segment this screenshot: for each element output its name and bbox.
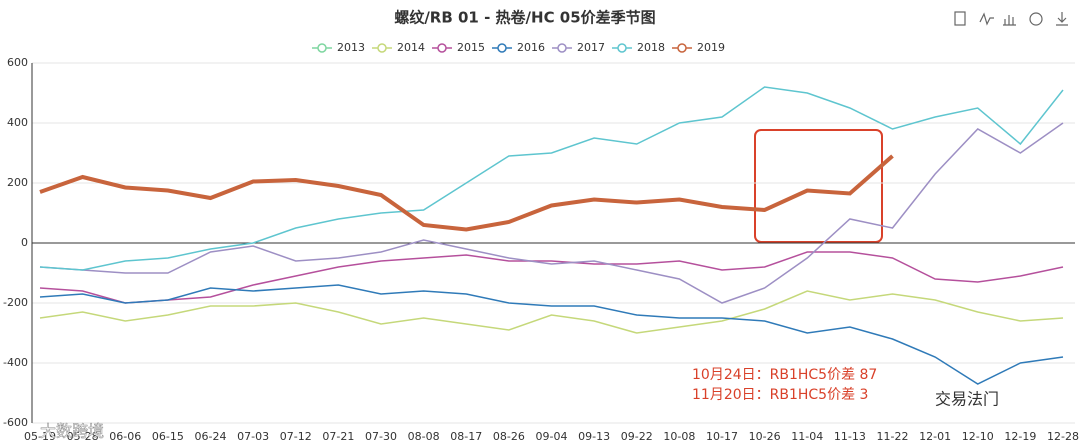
series-line [39, 251, 1064, 304]
legend-marker [377, 43, 387, 53]
x-tick-label: 11-04 [791, 430, 823, 443]
legend-label: 2017 [577, 41, 605, 54]
y-tick-label: 200 [7, 176, 28, 189]
legend-marker [317, 43, 327, 53]
legend-marker [677, 43, 687, 53]
x-tick-label: 09-13 [578, 430, 610, 443]
chart-title: 螺纹/RB 01 - 热卷/HC 05价差季节图 [394, 9, 655, 27]
x-tick-label: 06-24 [195, 430, 227, 443]
legend-marker [437, 43, 447, 53]
watermark: 交易法门 [935, 390, 999, 409]
tool-restore[interactable] [1029, 12, 1043, 26]
tool-save[interactable] [1056, 12, 1068, 26]
series-line [39, 122, 1064, 304]
y-tick-label: 600 [7, 56, 28, 69]
x-tick-label: 07-30 [365, 430, 397, 443]
x-tick-label: 09-04 [536, 430, 568, 443]
legend-label: 2013 [337, 41, 365, 54]
legend-label: 2016 [517, 41, 545, 54]
x-tick-label: 05-28 [67, 430, 99, 443]
annotation: 10月24日：RB1HC5价差 87 [692, 367, 877, 383]
legend-marker [557, 43, 567, 53]
series-line [39, 284, 1064, 385]
x-tick-label: 12-10 [962, 430, 994, 443]
tool-line[interactable] [979, 12, 994, 26]
legend-label: 2018 [637, 41, 665, 54]
x-tick-label: 10-26 [749, 430, 781, 443]
annotation: 11月20日：RB1HC5价差 3 [692, 387, 868, 403]
series-line [39, 86, 1064, 271]
toolbar[interactable] [954, 11, 1068, 26]
series-line [39, 290, 1064, 334]
series-line [39, 154, 894, 232]
x-tick-label: 12-01 [919, 430, 951, 443]
y-tick-label: 0 [21, 236, 28, 249]
x-tick-label: 10-17 [706, 430, 738, 443]
x-tick-label: 07-21 [322, 430, 354, 443]
x-tick-label: 12-28 [1047, 430, 1079, 443]
y-tick-label: -600 [3, 416, 28, 429]
legend-marker [497, 43, 507, 53]
x-tick-label: 11-13 [834, 430, 866, 443]
legend-label: 2014 [397, 41, 425, 54]
x-tick-label: 05-19 [24, 430, 56, 443]
legend-marker [617, 43, 627, 53]
x-tick-label: 08-08 [408, 430, 440, 443]
tool-bar[interactable] [1003, 15, 1016, 26]
highlight-box [754, 129, 883, 243]
x-tick-label: 09-22 [621, 430, 653, 443]
x-tick-label: 06-06 [109, 430, 141, 443]
x-tick-label: 10-08 [663, 430, 695, 443]
x-tick-label: 11-22 [877, 430, 909, 443]
x-tick-label: 07-12 [280, 430, 312, 443]
x-tick-label: 08-17 [450, 430, 482, 443]
y-tick-label: -400 [3, 356, 28, 369]
y-tick-label: 400 [7, 116, 28, 129]
tool-data-view[interactable] [954, 11, 966, 26]
y-tick-label: -200 [3, 296, 28, 309]
x-tick-label: 06-15 [152, 430, 184, 443]
x-tick-label: 08-26 [493, 430, 525, 443]
legend-label: 2019 [697, 41, 725, 54]
x-tick-label: 07-03 [237, 430, 269, 443]
x-tick-label: 12-19 [1004, 430, 1036, 443]
legend-label: 2015 [457, 41, 485, 54]
watermark: 大数跨境 [40, 422, 104, 441]
